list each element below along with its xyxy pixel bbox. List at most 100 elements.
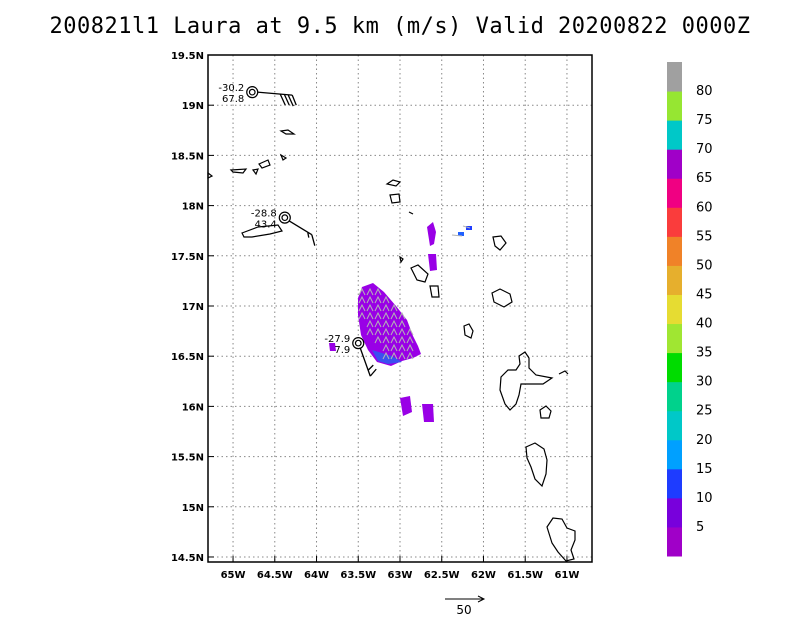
colorbar-label: 35 <box>696 346 713 361</box>
wind-vector-arrow <box>406 343 414 352</box>
wind-vector-arrow <box>390 351 398 360</box>
station-inner-circle-icon <box>248 88 256 96</box>
wind-barb <box>307 232 310 238</box>
lat-tick-label: 15.5N <box>171 453 204 464</box>
colorbar-swatch <box>667 149 682 179</box>
colorbar-label: 50 <box>696 258 713 273</box>
station-temperature: -28.8 <box>251 209 277 220</box>
wind-vector-arrow <box>406 327 414 336</box>
colorbar-label: 25 <box>696 404 713 419</box>
wind-vector-arrow <box>398 327 406 336</box>
lat-tick-label: 16N <box>182 402 204 413</box>
lon-tick-label: 62.5W <box>424 570 460 581</box>
colorbar-swatch <box>667 265 682 295</box>
colorbar-swatch <box>667 120 682 150</box>
colorbar-label: 60 <box>696 200 713 215</box>
island-outline <box>499 351 554 411</box>
wind-vector-arrow <box>398 311 406 320</box>
lon-tick-label: 61.5W <box>507 570 543 581</box>
wind-vector-arrow <box>462 225 471 229</box>
wind-barb <box>283 93 290 106</box>
wind-shading-region <box>428 254 437 271</box>
lat-tick-label: 15N <box>182 503 204 514</box>
wind-vector-arrow <box>398 343 406 352</box>
island-outline <box>385 179 402 187</box>
wind-vector-arrow <box>366 303 374 312</box>
wind-vector-arrow <box>390 327 398 336</box>
wind-vector-arrow <box>451 234 463 237</box>
colorbar-label: 40 <box>696 317 713 332</box>
colorbar-swatch <box>667 381 682 412</box>
reference-vector-label: 50 <box>456 603 471 617</box>
station-circle-icon <box>278 211 291 224</box>
wind-shading-region <box>458 232 464 236</box>
colorbar-label: 10 <box>696 491 713 506</box>
colorbar-swatch <box>667 62 682 92</box>
colorbar-label: 30 <box>696 375 713 390</box>
wind-vector-arrow <box>406 351 414 360</box>
colorbar-label: 55 <box>696 229 713 244</box>
wind-vector-arrow <box>398 319 406 328</box>
colorbar-swatch <box>667 294 682 325</box>
wind-vector-arrow <box>390 303 398 312</box>
wind-vector-arrow <box>382 311 390 320</box>
island-outline <box>463 323 474 339</box>
island-outline <box>399 255 404 264</box>
station-plot: -30.267.8 <box>218 83 297 107</box>
station-plot: -27.97.9 <box>324 334 377 377</box>
island-outline <box>279 153 288 161</box>
wind-barb <box>369 368 377 377</box>
colorbar-label: 80 <box>696 84 713 99</box>
wind-vector-arrow <box>390 311 398 320</box>
lat-tick-label: 18.5N <box>171 151 204 162</box>
wind-vector-arrow <box>358 311 366 320</box>
wind-vector-arrow <box>382 295 390 304</box>
island-outline <box>546 517 576 562</box>
wind-vector-arrow <box>374 287 382 296</box>
colorbar-label: 75 <box>696 113 713 128</box>
wind-vector-arrow <box>366 319 374 328</box>
wind-barb <box>311 234 316 246</box>
wind-vector-arrow <box>382 327 390 336</box>
island-outline <box>410 264 429 283</box>
colorbar-swatch <box>667 352 682 383</box>
wind-vector-arrow <box>366 295 374 304</box>
wind-vector-arrow <box>398 335 406 344</box>
wind-vector-arrow <box>374 295 382 304</box>
colorbar-swatch <box>667 236 682 266</box>
colorbar-label: 65 <box>696 171 713 186</box>
wind-vector-arrow <box>374 303 382 312</box>
colorbar-label: 20 <box>696 433 713 448</box>
island-outline <box>525 442 548 488</box>
lat-tick-label: 17.5N <box>171 252 204 263</box>
coastlines <box>207 129 576 562</box>
colorbar-swatch <box>667 410 682 441</box>
wind-vector-arrow <box>374 319 382 328</box>
wind-vector-arrow <box>358 303 366 312</box>
wind-vector-arrow <box>382 303 390 312</box>
island-outline <box>229 168 248 174</box>
station-circle-icon <box>246 86 259 99</box>
wind-vector-arrow <box>366 287 374 296</box>
wind-shading-region <box>427 222 436 246</box>
wind-vector-arrow <box>358 287 366 296</box>
wind-vector-arrow <box>390 343 398 352</box>
colorbar-label: 45 <box>696 287 713 302</box>
wind-shading-region <box>329 343 336 351</box>
station-inner-circle-icon <box>354 339 362 347</box>
lat-tick-label: 19.5N <box>171 51 204 62</box>
wind-shading-region <box>400 396 412 416</box>
colorbar-swatch <box>667 207 682 237</box>
island-outline <box>539 405 552 419</box>
colorbar-label: 70 <box>696 142 713 157</box>
colorbar-swatch <box>667 468 682 499</box>
lat-tick-label: 16.5N <box>171 352 204 363</box>
wind-barb <box>257 91 293 96</box>
wind-barb <box>291 94 297 106</box>
wind-vectors <box>358 225 471 360</box>
island-outline <box>408 211 414 215</box>
lon-tick-label: 62W <box>471 570 496 581</box>
island-outline <box>491 288 513 308</box>
wind-vector-arrow <box>382 351 390 360</box>
